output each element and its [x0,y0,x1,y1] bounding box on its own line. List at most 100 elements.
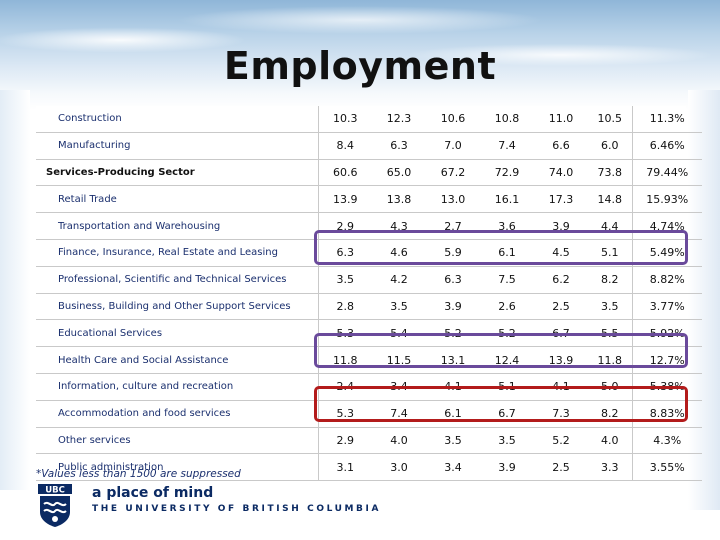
value-cell: 8.2 [588,266,632,294]
value-cell: 2.8 [317,293,372,321]
highlight-finance-row [314,230,688,265]
value-cell: 65.0 [372,159,426,187]
value-cell: 10.3 [317,106,372,133]
percent-cell: 8.83% [631,400,702,428]
employment-table-body: Construction 10.3 12.3 10.6 10.8 11.0 10.5 11.3… [36,106,702,482]
value-cell: 60.6 [317,159,372,187]
slide-title: Employment [223,44,497,88]
percent-cell: 11.3% [631,106,702,133]
row-label: Services-Producing Sector [36,159,318,187]
row-label: Retail Trade [36,185,318,214]
table-row: Services-Producing Sector 60.6 65.0 67.2 72.… [36,159,702,187]
value-cell: 3.5 [480,427,534,455]
value-cell: 6.0 [588,132,632,160]
value-cell: 3.4 [426,453,480,482]
row-label: Manufacturing [36,132,318,160]
ubc-crest-logo: UBC [38,484,72,527]
value-cell: 72.9 [480,159,534,187]
value-cell: 2.7 [426,212,480,240]
water-background [0,0,720,110]
percent-cell: 12.7% [631,346,702,374]
value-cell: 13.0 [426,185,480,214]
svg-text:UBC: UBC [45,486,65,496]
table-row: Accommodation and food services 5.3 7.4 6.1… [36,400,702,428]
row-label: Other services [36,427,318,455]
employment-table: Construction 10.3 12.3 10.6 10.8 11.0 10.5 11.3… [36,106,702,482]
row-label: Public administration [36,453,318,482]
value-cell: 17.3 [534,185,588,214]
table-row: Business, Building and Other Support Ser… [36,293,702,321]
table-row: Health Care and Social Assistance 11.8 11.… [36,346,702,374]
highlight-accommodation-row [314,386,688,422]
value-cell: 4.0 [372,427,426,455]
value-cell: 16.1 [480,185,534,214]
value-cell: 4.4 [588,212,632,240]
value-cell: 5.2 [534,427,588,455]
value-cell: 13.9 [534,346,588,374]
table-row: Professional, Scientific and Technical S… [36,266,702,294]
value-cell: 2.6 [480,293,534,321]
value-cell: 10.5 [588,106,632,133]
value-cell: 7.3 [534,400,588,428]
value-cell: 6.7 [480,400,534,428]
value-cell: 74.0 [534,159,588,187]
value-cell: 67.2 [426,159,480,187]
percent-cell: 3.77% [631,293,702,321]
percent-cell: 79.44% [631,159,702,187]
value-cell: 6.6 [534,132,588,160]
value-cell: 12.3 [372,106,426,133]
row-label: Professional, Scientific and Technical S… [36,266,318,294]
percent-cell: 15.93% [631,185,702,214]
employment-table-container: Construction 10.3 12.3 10.6 10.8 11.0 10.5 11.3… [36,106,702,482]
percent-cell: 4.74% [631,212,702,240]
value-cell: 3.9 [480,453,534,482]
row-label: Construction [36,106,318,133]
value-cell: 6.3 [372,132,426,160]
value-cell: 3.5 [372,293,426,321]
value-cell: 3.6 [480,212,534,240]
value-cell: 4.3 [372,212,426,240]
value-cell: 2.9 [317,212,372,240]
table-row: Construction 10.3 12.3 10.6 10.8 11.0 10.5 11.3… [36,106,702,133]
row-label: Finance, Insurance, Real Estate and Leas… [36,239,318,267]
value-cell: 7.4 [372,400,426,428]
table-row: Public administration 3.1 3.0 3.4 3.9 2.5 3.3 3… [36,453,702,482]
value-cell: 7.4 [480,132,534,160]
highlight-health-care-row [314,333,688,368]
row-label: Health Care and Social Assistance [36,346,318,374]
value-cell: 13.8 [372,185,426,214]
value-cell: 73.8 [588,159,632,187]
value-cell: 3.9 [534,212,588,240]
value-cell: 2.5 [534,453,588,482]
row-label: Educational Services [36,319,318,348]
value-cell: 8.4 [317,132,372,160]
value-cell: 2.5 [534,293,588,321]
table-row: Other services 2.9 4.0 3.5 3.5 5.2 4.0 4.3% [36,427,702,455]
value-cell: 11.0 [534,106,588,133]
value-cell: 3.9 [426,293,480,321]
value-cell: 13.9 [317,185,372,214]
water-background-left [0,90,30,490]
value-cell: 14.8 [588,185,632,214]
value-cell: 11.5 [372,346,426,374]
table-row: Transportation and Warehousing 2.9 4.3 2.7 3… [36,212,702,240]
value-cell: 5.3 [317,400,372,428]
value-cell: 11.8 [588,346,632,374]
row-label: Information, culture and recreation [36,373,318,401]
value-cell: 6.3 [426,266,480,294]
percent-cell: 6.46% [631,132,702,160]
value-cell: 3.5 [588,293,632,321]
ubc-university-name: THE UNIVERSITY OF BRITISH COLUMBIA [92,504,382,514]
value-cell: 3.1 [317,453,372,482]
row-label: Transportation and Warehousing [36,212,318,240]
percent-cell: 4.3% [631,427,702,455]
footnote: *Values less than 1500 are suppressed [36,468,241,480]
row-label: Business, Building and Other Support Ser… [36,293,318,321]
percent-cell: 3.55% [631,453,702,482]
value-cell: 7.0 [426,132,480,160]
ubc-tagline: a place of mind [92,485,214,501]
percent-cell: 8.82% [631,266,702,294]
value-cell: 4.2 [372,266,426,294]
value-cell: 3.3 [588,453,632,482]
row-label: Accommodation and food services [36,400,318,428]
